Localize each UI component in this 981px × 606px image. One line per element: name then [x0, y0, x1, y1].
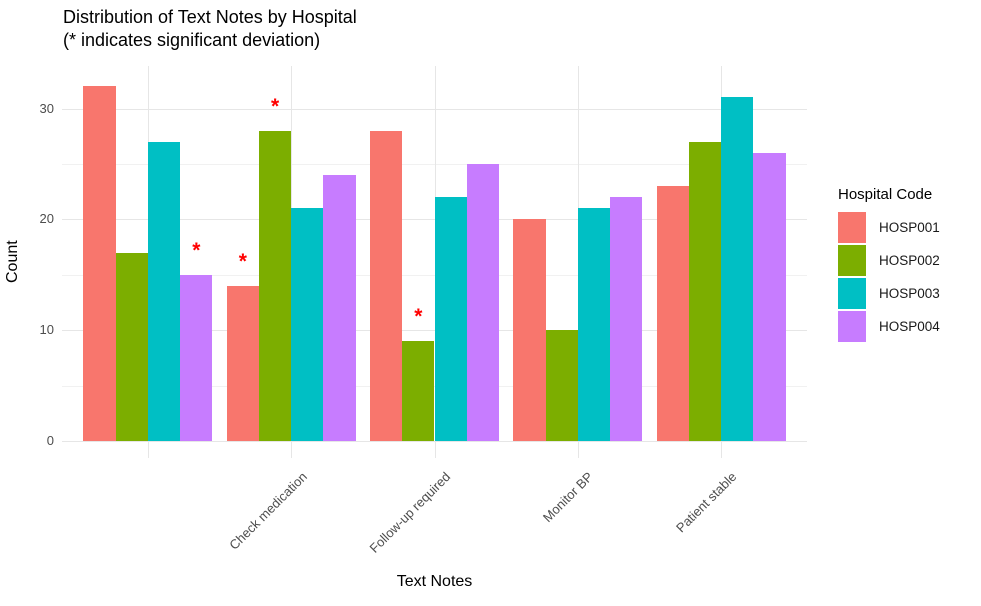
- significance-asterisk: *: [192, 238, 201, 262]
- legend: Hospital Code HOSP001 HOSP002 HOSP003 HOSP0…: [838, 186, 940, 344]
- bar: [370, 130, 403, 441]
- bar: [180, 274, 213, 441]
- y-tick-label: 10: [39, 322, 54, 338]
- bar: [291, 208, 324, 441]
- legend-entries: HOSP001 HOSP002 HOSP003 HOSP004: [838, 212, 940, 342]
- chart-title-line2: (* indicates significant deviation): [63, 30, 321, 50]
- y-tick-label: 30: [39, 100, 54, 116]
- bar: [115, 252, 148, 441]
- bar: [402, 341, 435, 441]
- bar: [753, 152, 786, 441]
- legend-swatch: [838, 212, 866, 243]
- bar: [83, 86, 116, 441]
- bar: [434, 197, 467, 441]
- bar: [323, 175, 356, 441]
- x-tick-label: Follow-up required: [366, 469, 454, 556]
- chart-title: Distribution of Text Notes by Hospital (*…: [63, 6, 357, 52]
- x-tick-label: Monitor BP: [540, 469, 597, 526]
- legend-label: HOSP002: [879, 253, 940, 268]
- plot-panel: * * * *: [62, 66, 807, 458]
- chart-title-line1: Distribution of Text Notes by Hospital: [63, 7, 357, 27]
- x-tick-label: Patient stable: [673, 469, 740, 536]
- bar: [258, 130, 292, 441]
- bar: [610, 197, 643, 441]
- legend-label: HOSP003: [879, 286, 940, 301]
- bar: [721, 97, 754, 441]
- x-axis-title: Text Notes: [396, 573, 473, 590]
- significance-asterisk: *: [414, 305, 423, 329]
- bar: [656, 186, 689, 441]
- significance-asterisk: *: [238, 249, 247, 273]
- legend-swatch: [838, 278, 866, 309]
- legend-label: HOSP001: [879, 220, 940, 235]
- bar: [545, 330, 578, 441]
- y-axis-title: Count: [4, 240, 21, 284]
- legend-entry: HOSP002: [838, 245, 940, 276]
- legend-entry: HOSP004: [838, 311, 940, 342]
- legend-swatch: [838, 311, 866, 342]
- legend-entry: HOSP003: [838, 278, 940, 309]
- y-tick-label: 20: [39, 211, 54, 227]
- bar: [577, 208, 610, 441]
- bar: [688, 141, 722, 441]
- legend-swatch: [838, 245, 866, 276]
- bar: [226, 285, 259, 441]
- legend-title: Hospital Code: [838, 186, 933, 203]
- significance-asterisk: *: [271, 94, 280, 118]
- legend-label: HOSP004: [879, 319, 940, 334]
- bar: [466, 163, 499, 441]
- x-tick-label: Check medication: [226, 469, 310, 553]
- y-tick-label: 0: [46, 433, 54, 448]
- bar: [513, 219, 546, 441]
- bar: [147, 141, 181, 441]
- legend-entry: HOSP001: [838, 212, 940, 243]
